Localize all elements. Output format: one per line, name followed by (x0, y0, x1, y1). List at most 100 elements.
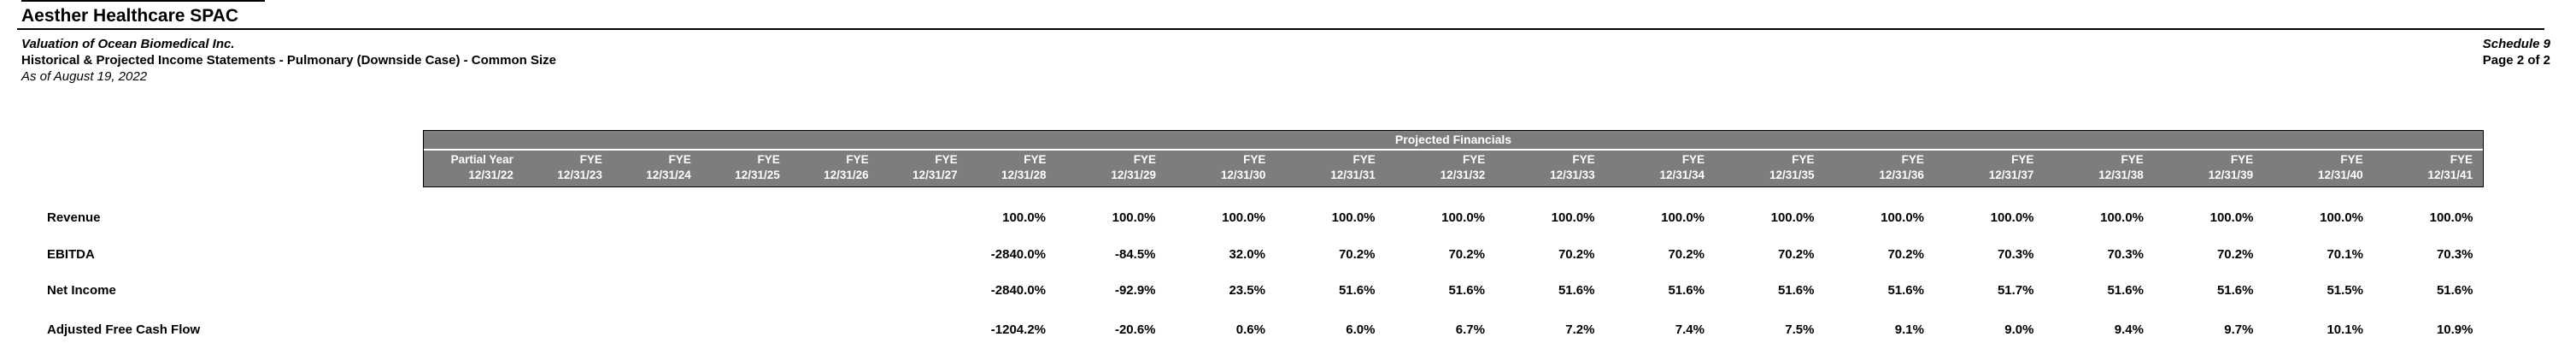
column-header-12-31-38: FYE 12/31/38 (2098, 153, 2144, 181)
value-cell (523, 210, 612, 225)
value-cell (423, 322, 523, 337)
table-header-band: Projected Financials Partial Year 12/31/2… (423, 130, 2484, 187)
value-cell: 70.3% (1997, 247, 2034, 262)
column-header-12-31-24: FYE 12/31/24 (646, 153, 691, 181)
column-header-12-31-31: FYE 12/31/31 (1330, 153, 1376, 181)
value-cell: 100.0% (1112, 210, 1156, 225)
column-header-12-31-29: FYE 12/31/29 (1111, 153, 1156, 181)
column-header-12-31-33: FYE 12/31/33 (1550, 153, 1595, 181)
column-header-12-31-40: FYE 12/31/40 (2318, 153, 2363, 181)
report-title: Historical & Projected Income Statements… (21, 53, 556, 68)
value-cell: 51.6% (1777, 283, 1815, 298)
table-row: Adjusted Free Cash Flow -1204.2% -20.6% 0.6… (47, 322, 2484, 337)
column-header-12-31-34: FYE 12/31/34 (1659, 153, 1705, 181)
value-cell (612, 283, 701, 298)
value-cell: 7.5% (1785, 322, 1815, 337)
value-cell: 70.2% (2216, 247, 2254, 262)
value-cell (423, 210, 523, 225)
value-cell: 51.7% (1997, 283, 2034, 298)
value-cell: -92.9% (1114, 283, 1156, 298)
column-header-12-31-23: FYE 12/31/23 (557, 153, 602, 181)
value-cell: 100.0% (1222, 210, 1265, 225)
value-cell (423, 247, 523, 262)
value-cell (523, 283, 612, 298)
value-cell: 51.6% (1668, 283, 1705, 298)
column-headers-row: Partial Year 12/31/22 FYE 12/31/23 FYE 12/31/… (424, 151, 2483, 186)
schedule-number: Schedule 9 (2482, 37, 2550, 51)
value-cell (878, 210, 967, 225)
row-label: Revenue (47, 210, 101, 225)
value-cell (612, 247, 701, 262)
value-cell: 100.0% (2429, 210, 2473, 225)
row-label: Net Income (47, 283, 116, 298)
column-header-12-31-25: FYE 12/31/25 (735, 153, 780, 181)
valuation-subtitle: Valuation of Ocean Biomedical Inc. (21, 37, 235, 51)
value-cell: -2840.0% (990, 247, 1046, 262)
value-cell: 51.6% (2107, 283, 2144, 298)
value-cell: 100.0% (1441, 210, 1485, 225)
column-header-12-31-36: FYE 12/31/36 (1879, 153, 1924, 181)
value-cell: 70.2% (1338, 247, 1376, 262)
value-cell (789, 322, 878, 337)
value-cell: 70.3% (2107, 247, 2144, 262)
value-cell: 51.6% (1338, 283, 1376, 298)
column-header-12-31-32: FYE 12/31/32 (1440, 153, 1486, 181)
value-cell: 100.0% (1770, 210, 1815, 225)
value-cell: 100.0% (2209, 210, 2254, 225)
column-header-12-31-37: FYE 12/31/37 (1988, 153, 2034, 181)
value-cell: 100.0% (1002, 210, 1046, 225)
value-cell: 70.2% (1777, 247, 1815, 262)
column-header-12-31-27: FYE 12/31/27 (912, 153, 958, 181)
value-cell: 9.4% (2114, 322, 2144, 337)
value-cell (789, 283, 878, 298)
value-cell: 6.7% (1455, 322, 1485, 337)
value-cell: 70.1% (2327, 247, 2363, 262)
value-cell (701, 283, 789, 298)
value-cell: 51.6% (1448, 283, 1485, 298)
row-label: Adjusted Free Cash Flow (47, 322, 201, 337)
table-row: EBITDA -2840.0% -84.5% 32.0% 70.2% 70.2% 70.2%… (47, 247, 2484, 262)
company-title: Aesther Healthcare SPAC (21, 6, 239, 26)
value-cell: 70.2% (1668, 247, 1705, 262)
value-cell (612, 322, 701, 337)
as-of-date: As of August 19, 2022 (21, 69, 148, 84)
projected-financials-group-header: Projected Financials (424, 131, 2483, 151)
page-number: Page 2 of 2 (2482, 53, 2550, 68)
table-row: Net Income -2840.0% -92.9% 23.5% 51.6% 51.6% 5… (47, 283, 2484, 298)
value-cell: 70.2% (1558, 247, 1595, 262)
value-cell: 9.1% (1894, 322, 1924, 337)
title-underline-rule (17, 28, 2544, 30)
value-cell: -1204.2% (990, 322, 1046, 337)
value-cell: 32.0% (1229, 247, 1265, 262)
value-cell (612, 210, 701, 225)
title-cell-top-border (21, 0, 265, 2)
value-cell (523, 247, 612, 262)
row-label: EBITDA (47, 247, 95, 262)
value-cell: 70.2% (1448, 247, 1485, 262)
column-header-12-31-26: FYE 12/31/26 (824, 153, 869, 181)
value-cell: 51.5% (2327, 283, 2363, 298)
value-cell: 51.6% (2216, 283, 2254, 298)
value-cell: 51.6% (1558, 283, 1595, 298)
value-cell (878, 283, 967, 298)
value-cell: 100.0% (2320, 210, 2363, 225)
value-cell: 70.3% (2436, 247, 2473, 262)
value-cell (701, 322, 789, 337)
value-cell (701, 210, 789, 225)
value-cell: 100.0% (1881, 210, 1924, 225)
value-cell: -20.6% (1114, 322, 1156, 337)
column-header-12-31-22: Partial Year 12/31/22 (450, 153, 513, 181)
column-header-12-31-30: FYE 12/31/30 (1220, 153, 1266, 181)
column-header-12-31-28: FYE 12/31/28 (1000, 153, 1047, 181)
value-cell: 70.2% (1887, 247, 1924, 262)
value-cell (701, 247, 789, 262)
value-cell (789, 210, 878, 225)
value-cell (789, 247, 878, 262)
value-cell: 100.0% (1661, 210, 1705, 225)
value-cell: -84.5% (1114, 247, 1156, 262)
value-cell: 100.0% (1331, 210, 1376, 225)
value-cell (878, 322, 967, 337)
value-cell: 10.1% (2327, 322, 2363, 337)
value-cell (878, 247, 967, 262)
